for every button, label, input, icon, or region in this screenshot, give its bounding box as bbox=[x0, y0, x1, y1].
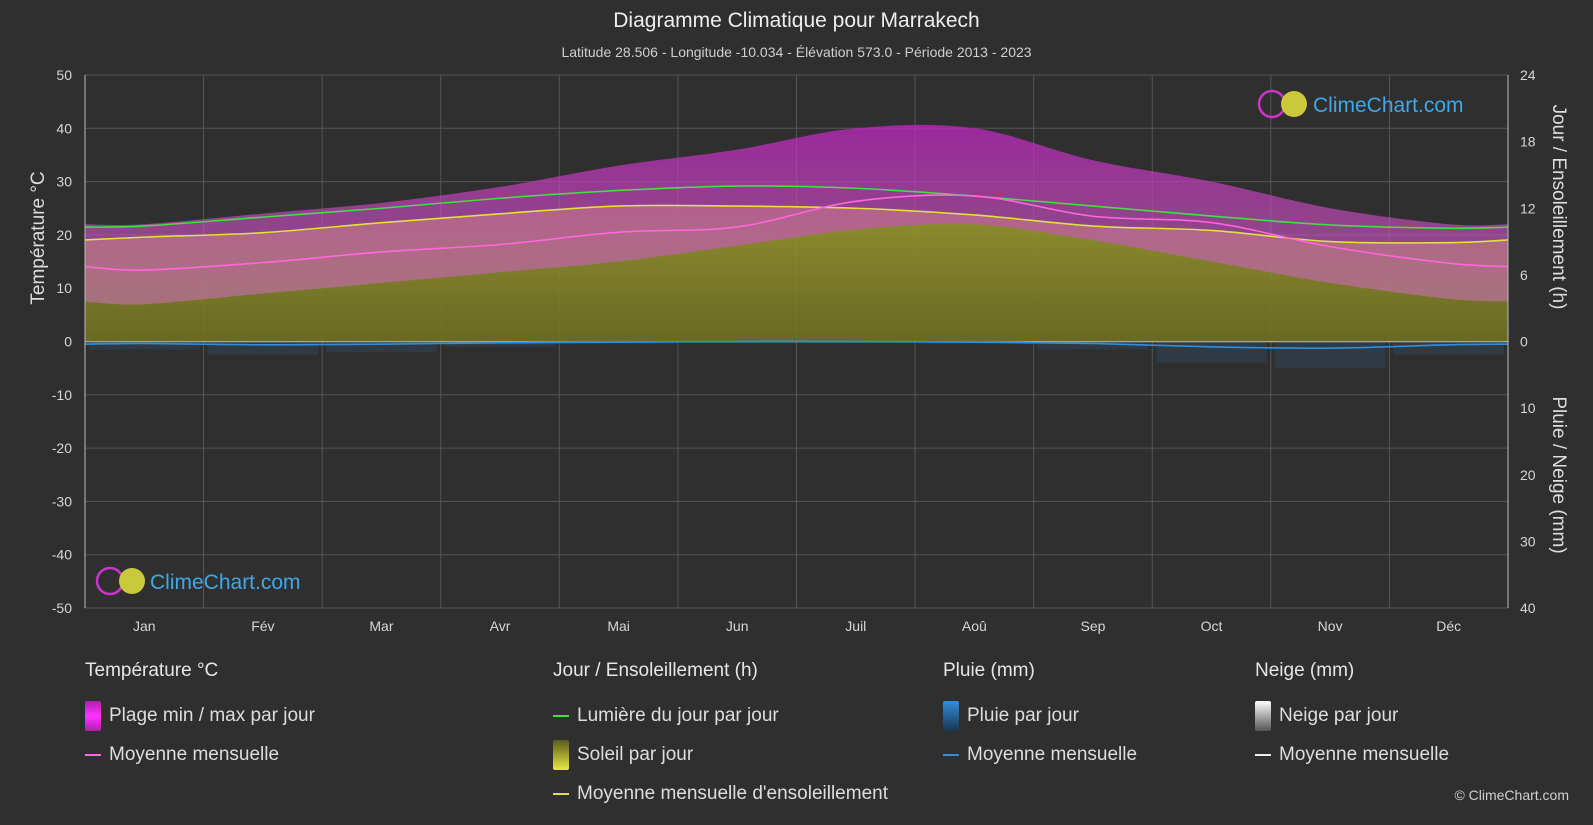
legend-sun: Jour / Ensoleillement (h) Lumière du jou… bbox=[553, 660, 888, 813]
y-axis-label-left: Température °C bbox=[28, 171, 49, 304]
y-tick-right-precip: 20 bbox=[1520, 467, 1536, 483]
y-tick-left: 30 bbox=[56, 174, 72, 190]
x-tick-month: Avr bbox=[490, 618, 511, 634]
x-tick-month: Oct bbox=[1201, 618, 1223, 634]
y-tick-right-hours: 18 bbox=[1520, 134, 1536, 150]
daylight-line bbox=[84, 185, 1509, 230]
legend-rain-mean: Moyenne mensuelle bbox=[967, 743, 1138, 765]
legend-sunshine: Soleil par jour bbox=[577, 743, 694, 765]
logo-top: ClimeChart.com bbox=[1257, 89, 1464, 119]
series-lines bbox=[84, 185, 1509, 350]
y-tick-left: 10 bbox=[56, 280, 72, 296]
legend-temp-range: Plage min / max par jour bbox=[109, 704, 315, 726]
rain-swatch-icon bbox=[943, 700, 959, 731]
y-tick-left: -40 bbox=[52, 547, 72, 563]
logo-sun-icon bbox=[119, 568, 145, 594]
snow-swatch-icon bbox=[1255, 700, 1271, 731]
temp-mean-line bbox=[84, 194, 1509, 271]
y-tick-right-hours: 12 bbox=[1520, 200, 1536, 216]
y-tick-right-precip: 30 bbox=[1520, 533, 1536, 549]
x-tick-month: Déc bbox=[1436, 618, 1461, 634]
rain-bar bbox=[444, 341, 556, 347]
logo-bottom: ClimeChart.com bbox=[95, 566, 301, 596]
rain-bar bbox=[800, 341, 912, 344]
rain-bar bbox=[1037, 341, 1149, 350]
logo-text: ClimeChart.com bbox=[1313, 94, 1464, 117]
y-tick-right-precip: 10 bbox=[1520, 400, 1536, 416]
y-tick-left: 0 bbox=[64, 334, 72, 350]
daylight-swatch-icon bbox=[553, 714, 569, 717]
rain-bar bbox=[89, 341, 200, 350]
rain-mean-swatch-icon bbox=[943, 753, 959, 756]
x-tick-month: Juil bbox=[845, 618, 866, 634]
y-tick-right-precip: 40 bbox=[1520, 600, 1536, 616]
legend-temperature-header: Température °C bbox=[85, 660, 219, 681]
rain-bar bbox=[1274, 341, 1386, 369]
legend-rain: Pluie (mm) Pluie par jour Moyenne mensue… bbox=[943, 660, 1137, 774]
legend-snow-header: Neige (mm) bbox=[1255, 660, 1355, 681]
y-tick-left: 20 bbox=[56, 227, 72, 243]
x-tick-month: Jan bbox=[133, 618, 156, 634]
legend-sun-mean: Moyenne mensuelle d'ensoleillement bbox=[577, 782, 888, 804]
y-tick-right-hours: 24 bbox=[1520, 67, 1536, 83]
x-tick-month: Nov bbox=[1318, 618, 1343, 634]
rain-bar bbox=[681, 341, 793, 344]
x-tick-month: Sep bbox=[1080, 618, 1105, 634]
y-tick-left: -10 bbox=[52, 387, 72, 403]
y-tick-right-hours: 0 bbox=[1520, 334, 1528, 350]
legend-snow-daily: Neige par jour bbox=[1279, 704, 1399, 726]
rain-bar bbox=[1156, 341, 1267, 363]
legend-snow: Neige (mm) Neige par jour Moyenne mensue… bbox=[1255, 660, 1449, 774]
y-tick-left: -50 bbox=[52, 600, 72, 616]
axes: 50 40 30 20 10 0 -10 -20 -30 -40 -50 24 18 12 6 0 10 20 30… bbox=[52, 67, 1536, 634]
x-tick-month: Fév bbox=[251, 618, 274, 634]
logo-text: ClimeChart.com bbox=[150, 571, 301, 594]
rain-bar bbox=[326, 341, 437, 353]
range-swatch-icon bbox=[85, 700, 101, 731]
sunshine-swatch-icon bbox=[553, 739, 569, 770]
y-tick-right-hours: 6 bbox=[1520, 267, 1528, 283]
y-axis-label-right-bottom: Pluie / Neige (mm) bbox=[1548, 396, 1569, 553]
x-tick-month: Jun bbox=[726, 618, 749, 634]
chart-title: Diagramme Climatique pour Marrakech bbox=[613, 9, 980, 32]
sun-mean-swatch-icon bbox=[553, 792, 569, 795]
x-tick-month: Mai bbox=[607, 618, 630, 634]
y-tick-left: 40 bbox=[56, 120, 72, 136]
y-tick-left: 50 bbox=[56, 67, 72, 83]
x-tick-month: Aoû bbox=[962, 618, 987, 634]
legend-rain-daily: Pluie par jour bbox=[967, 704, 1079, 726]
legend-temp-mean: Moyenne mensuelle bbox=[109, 743, 280, 765]
copyright: © ClimeChart.com bbox=[1454, 787, 1569, 803]
chart-subtitle: Latitude 28.506 - Longitude -10.034 - Él… bbox=[561, 44, 1032, 60]
y-tick-left: -20 bbox=[52, 440, 72, 456]
y-axis-label-right-top: Jour / Ensoleillement (h) bbox=[1548, 105, 1569, 310]
rain-bar bbox=[207, 341, 319, 355]
legend-temperature: Température °C Plage min / max par jour … bbox=[85, 660, 315, 774]
snow-mean-swatch-icon bbox=[1255, 753, 1271, 756]
sunshine-mean-line bbox=[84, 204, 1509, 244]
temp-mean-swatch-icon bbox=[85, 753, 101, 756]
x-tick-month: Mar bbox=[369, 618, 393, 634]
legend-rain-header: Pluie (mm) bbox=[943, 660, 1035, 681]
legend-sun-header: Jour / Ensoleillement (h) bbox=[553, 660, 758, 681]
y-tick-left: -30 bbox=[52, 493, 72, 509]
logo-sun-icon bbox=[1281, 91, 1307, 117]
legend-snow-mean: Moyenne mensuelle bbox=[1279, 743, 1450, 765]
legend-daylight: Lumière du jour par jour bbox=[577, 704, 779, 726]
rain-mean-line bbox=[84, 340, 1509, 350]
